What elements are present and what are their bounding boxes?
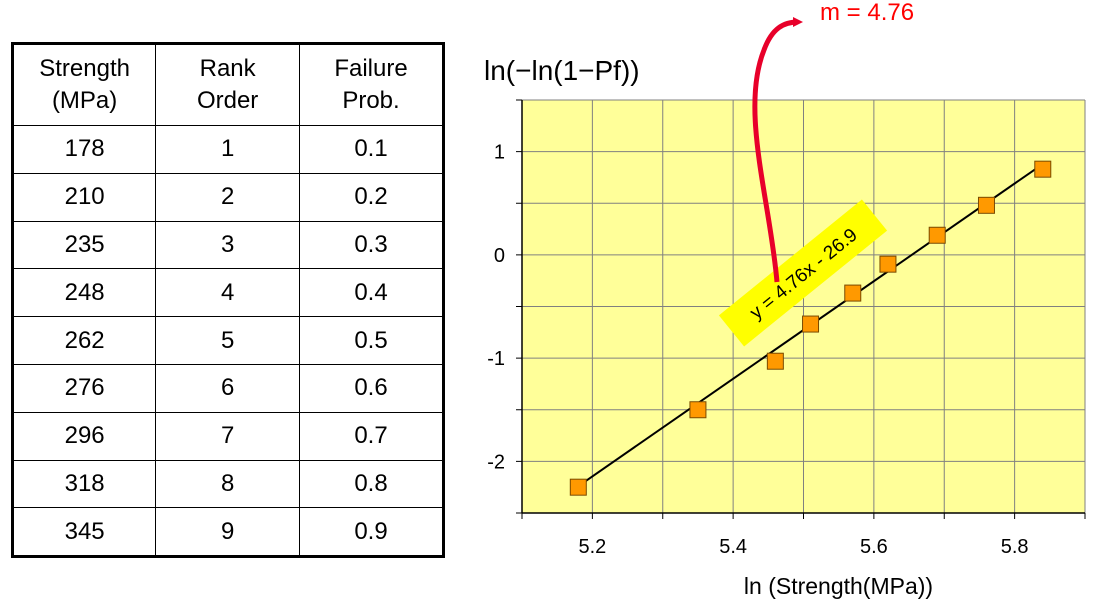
failure-prob-cell: 0.8 [299,459,444,509]
failure-prob-cell: 0.6 [299,363,444,413]
rank-cell: 7 [155,411,301,461]
header-failure-line2: Prob. [342,87,400,114]
data-points [569,160,1052,496]
strength-cell: 248 [11,268,157,318]
failure-prob-cell: 0.4 [299,268,444,318]
rank-cell: 5 [155,316,301,365]
equation-box-background [718,199,888,347]
strength-cell: 178 [11,125,157,174]
rank-cell: 1 [155,125,301,174]
x-axis-label: ln (Strength(MPa)) [744,573,933,599]
header-rank-line2: Order [196,87,259,114]
failure-prob-cell: 0.7 [299,411,444,461]
data-point [689,401,707,419]
x-tick-label: 5.4 [719,536,747,558]
table-header-row: Strength (MPa) Rank Order Failure Prob. [11,43,444,126]
x-tick-label: 5.8 [1001,536,1029,558]
y-tick-label: -2 [487,451,505,473]
strength-cell: 276 [11,363,157,413]
header-strength: Strength (MPa) [11,43,157,126]
failure-prob-cell: 0.1 [299,125,444,174]
y-axis-label: ln(−ln(1−Pf)) [484,55,640,86]
table-row: 345 9 0.9 [11,507,444,558]
failure-prob-cell: 0.5 [299,316,444,365]
y-tick-label: 1 [494,142,505,164]
strength-cell: 345 [11,507,157,558]
table-row: 210 2 0.2 [11,172,444,222]
strength-cell: 235 [11,220,157,270]
data-point [802,315,820,333]
header-rank-line1: Rank [199,55,256,82]
strength-cell: 262 [11,316,157,365]
data-point [928,226,946,244]
y-tick-label: 0 [494,245,505,267]
data-point [569,478,587,496]
header-strength-line1: Strength [39,55,130,82]
header-rank: Rank Order [155,43,301,126]
data-point [766,352,784,370]
failure-prob-cell: 0.3 [299,220,444,270]
header-failure-prob: Failure Prob. [299,43,444,126]
slope-arrow [752,17,803,283]
table-row: 248 4 0.4 [11,268,444,318]
strength-cell: 210 [11,172,157,222]
table-row: 296 7 0.7 [11,411,444,461]
strength-cell: 296 [11,411,157,461]
x-tick-label: 5.2 [578,536,606,558]
table-row: 178 1 0.1 [11,125,444,174]
data-table: Strength (MPa) Rank Order Failure Prob. 178… [11,42,445,559]
header-failure-line1: Failure [334,55,408,82]
slope-annotation: m = 4.76 [820,0,914,26]
header-strength-line2: (MPa) [51,87,118,114]
failure-prob-cell: 0.9 [299,507,444,558]
failure-prob-cell: 0.2 [299,172,444,222]
axis-labels: 5.2 5.4 5.6 5.8 1 0 -1 -2 ln (Strength(MPa)) ln(−… [484,55,1029,599]
rank-cell: 9 [155,507,301,558]
table-row: 262 5 0.5 [11,316,444,365]
axes [516,99,1086,519]
table-row: 276 6 0.6 [11,363,444,413]
data-point [1034,160,1052,178]
y-tick-label: -1 [487,348,505,370]
rank-cell: 4 [155,268,301,318]
x-tick-label: 5.6 [860,536,888,558]
data-point [977,196,995,214]
rank-cell: 3 [155,220,301,270]
data-point [879,255,897,273]
table-row: 235 3 0.3 [11,220,444,270]
data-point [844,284,862,302]
rank-cell: 8 [155,459,301,509]
